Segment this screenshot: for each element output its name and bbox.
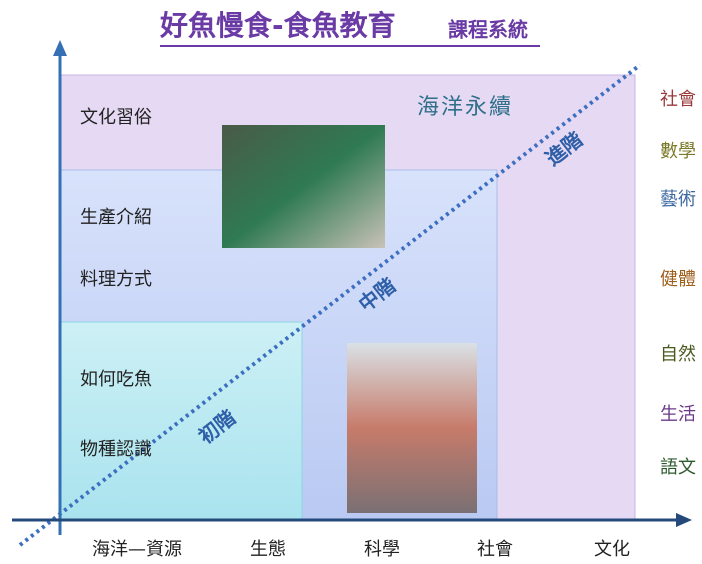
left-label: 生產介紹 bbox=[80, 207, 152, 228]
diagram: 好魚慢食-食魚教育 課程系統 文化習俗生產介紹料理方式如何吃魚物種認識海洋永續初… bbox=[0, 0, 702, 564]
x-axis-label: 社會 bbox=[477, 539, 513, 560]
subject-label: 藝術 bbox=[660, 189, 696, 210]
photo-students bbox=[222, 125, 385, 248]
y-arrow bbox=[53, 40, 67, 56]
x-axis-label: 文化 bbox=[594, 539, 630, 560]
photo-girl bbox=[347, 343, 477, 513]
left-label: 文化習俗 bbox=[80, 107, 152, 128]
subject-label: 生活 bbox=[660, 404, 696, 425]
x-arrow bbox=[676, 513, 692, 527]
subject-label: 數學 bbox=[660, 141, 696, 162]
left-label: 物種認識 bbox=[80, 439, 152, 460]
subtitle: 課程系統 bbox=[448, 18, 528, 42]
x-axis-label: 海洋—資源 bbox=[92, 539, 182, 560]
subject-label: 自然 bbox=[660, 344, 696, 365]
top-label: 海洋永續 bbox=[417, 95, 513, 120]
x-axis-label: 科學 bbox=[364, 539, 400, 560]
x-axis-label: 生態 bbox=[250, 539, 286, 560]
subject-label: 社會 bbox=[660, 89, 696, 110]
title: 好魚慢食-食魚教育 bbox=[159, 9, 396, 42]
subject-label: 健體 bbox=[660, 269, 696, 290]
subject-label: 語文 bbox=[660, 457, 696, 478]
left-label: 如何吃魚 bbox=[80, 369, 152, 390]
left-label: 料理方式 bbox=[80, 269, 152, 290]
